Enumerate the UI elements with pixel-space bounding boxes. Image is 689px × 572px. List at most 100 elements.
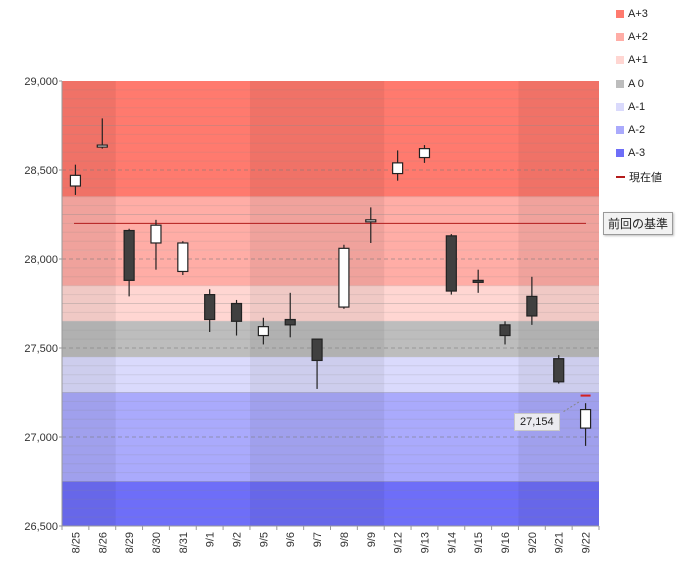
candle-8-30	[150, 219, 162, 270]
legend-item: A 0	[616, 72, 662, 95]
y-tick-label: 29,000	[24, 76, 58, 88]
legend-swatch	[616, 102, 624, 111]
week-shade	[249, 81, 385, 526]
candle-body	[123, 229, 135, 281]
candle-8-26	[96, 118, 108, 149]
candle-9-5	[257, 317, 269, 345]
y-tick-label: 26,500	[24, 521, 58, 533]
candle-9-8	[338, 244, 350, 309]
candle-body	[204, 294, 216, 321]
candle-9-14	[445, 234, 457, 295]
x-tick-label: 9/12	[393, 532, 405, 553]
legend-swatch	[616, 175, 625, 178]
legend-swatch	[616, 149, 624, 158]
candle-body	[230, 302, 243, 322]
candle-body	[579, 408, 592, 429]
x-tick-label: 9/5	[258, 532, 270, 547]
x-tick-label: 8/25	[70, 532, 82, 553]
x-tick-label: 9/20	[527, 532, 539, 553]
grid-lines	[62, 89, 599, 518]
y-tick-label: 28,000	[24, 254, 58, 266]
x-tick-label: 9/22	[581, 532, 593, 553]
candle-body	[553, 358, 565, 383]
legend-swatch	[616, 9, 624, 18]
candle-8-31	[177, 241, 189, 276]
legend-item: A+3	[616, 2, 662, 25]
x-tick-label: 9/13	[419, 532, 431, 553]
x-tick-label: 9/9	[366, 532, 378, 547]
legend-label: A-2	[628, 124, 646, 137]
candle-body	[96, 144, 108, 148]
band-a+1	[62, 285, 599, 322]
legend-item: A-3	[616, 142, 662, 165]
candle-body	[177, 242, 189, 273]
legend-label: A+3	[628, 7, 648, 20]
candle-body	[338, 247, 350, 308]
y-tick-label: 27,500	[24, 343, 58, 355]
x-tick-label: 8/31	[178, 532, 190, 553]
candle-8-29	[123, 228, 135, 297]
x-tick-label: 9/14	[446, 532, 458, 553]
candle-body	[150, 224, 162, 244]
candle-body	[499, 324, 511, 337]
x-tick-label: 8/29	[124, 532, 136, 553]
legend-swatch	[616, 79, 624, 88]
candle-9-9	[365, 207, 377, 243]
band-a+2-lower	[62, 250, 599, 286]
candle-9-16	[499, 321, 511, 345]
x-tick-label: 9/1	[205, 532, 217, 547]
candle-9-15	[472, 269, 484, 293]
legend-label: A-3	[628, 147, 646, 160]
legend-label: A+2	[628, 30, 648, 43]
legend-swatch	[616, 56, 624, 65]
legend: A+3 A+2 A+1 A 0 A-1 A-2 A-3 現在値	[616, 2, 662, 188]
y-tick-label: 27,000	[24, 432, 58, 444]
x-tick-label: 9/8	[339, 532, 351, 547]
x-tick-label: 8/30	[151, 532, 163, 553]
candle-body	[69, 174, 82, 187]
candles	[69, 118, 592, 446]
legend-item: A-2	[616, 118, 662, 141]
legend-item: A+1	[616, 49, 662, 72]
legend-item: A+2	[616, 25, 662, 48]
candle-9-20	[526, 276, 538, 325]
candle-9-7	[311, 338, 323, 389]
week-shade	[62, 81, 116, 526]
candle-body	[257, 326, 269, 337]
candle-body	[392, 162, 404, 175]
candle-9-6	[284, 292, 296, 338]
y-tick-label: 28,500	[24, 165, 58, 177]
candle-body	[311, 338, 323, 362]
legend-item: A-1	[616, 95, 662, 118]
band-a-1	[62, 356, 599, 393]
candle-body	[365, 219, 377, 223]
band-a+3	[62, 81, 599, 197]
legend-swatch	[616, 126, 624, 135]
candle-body	[526, 295, 538, 317]
candle-body	[472, 279, 484, 283]
candle-8-25	[69, 164, 82, 195]
x-tick-label: 8/26	[97, 532, 109, 553]
candle-9-21	[553, 355, 565, 384]
reference-label: 前回の基準	[603, 212, 674, 235]
legend-label: A+1	[628, 54, 648, 67]
current-value-leader	[563, 401, 580, 413]
candle-9-12	[392, 150, 404, 181]
x-tick-label: 9/7	[312, 532, 324, 547]
x-tick-label: 9/6	[285, 532, 297, 547]
legend-label: A 0	[628, 77, 644, 90]
legend-label: A-1	[628, 100, 646, 113]
x-tick-label: 9/2	[232, 532, 244, 547]
candle-body	[284, 318, 296, 326]
axes: 26,500 27,000 27,500 28,000 28,500 29,000 8/25…	[24, 76, 600, 553]
legend-swatch	[616, 32, 624, 41]
candle-9-13	[418, 145, 431, 163]
x-tick-label: 9/16	[500, 532, 512, 553]
candle-9-22	[579, 403, 592, 446]
candle-9-2	[230, 299, 243, 336]
candle-9-1	[204, 289, 216, 332]
legend-item: 現在値	[616, 165, 662, 188]
current-price-label: 27,154	[514, 413, 560, 431]
x-tick-label: 9/15	[473, 532, 485, 553]
